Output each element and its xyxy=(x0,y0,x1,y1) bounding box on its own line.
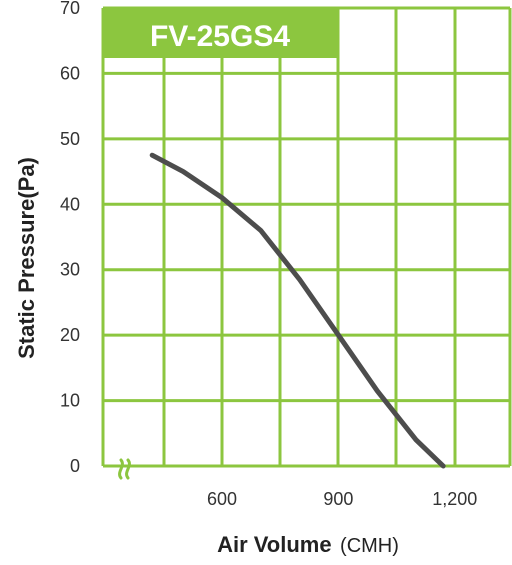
axis-break-mark xyxy=(118,458,131,480)
x-axis-title: Air Volume (CMH) xyxy=(217,532,399,557)
axis-break-stroke xyxy=(118,458,124,480)
title-background xyxy=(103,8,337,58)
y-tick-label: 70 xyxy=(60,0,80,18)
x-tick-labels: 600 900 1,200 xyxy=(207,489,477,509)
axis-break-stroke xyxy=(125,458,131,480)
x-tick-label: 1,200 xyxy=(432,489,477,509)
y-axis-label: Static Pressure(Pa) xyxy=(14,157,39,359)
y-tick-label: 30 xyxy=(60,260,80,280)
x-tick-label: 900 xyxy=(323,489,353,509)
y-tick-label: 10 xyxy=(60,391,80,411)
y-tick-label: 40 xyxy=(60,194,80,214)
grid xyxy=(101,6,512,468)
y-tick-label: 60 xyxy=(60,63,80,83)
y-tick-label: 20 xyxy=(60,325,80,345)
y-tick-label: 0 xyxy=(70,456,80,476)
chart-title: FV-25GS4 xyxy=(150,20,290,53)
y-tick-labels: 0 10 20 30 40 50 60 70 xyxy=(60,0,80,476)
x-axis-unit: (CMH) xyxy=(340,535,399,557)
x-tick-label: 600 xyxy=(207,489,237,509)
y-tick-label: 50 xyxy=(60,129,80,149)
series-line xyxy=(149,152,446,469)
x-axis-label: Air Volume xyxy=(217,532,332,557)
